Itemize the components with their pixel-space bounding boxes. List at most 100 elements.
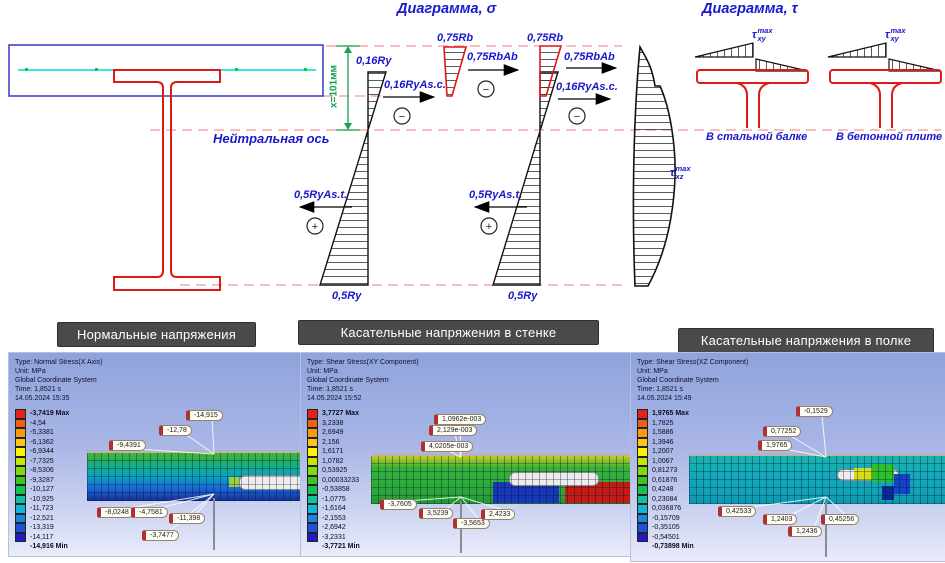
info-line: Type: Shear Stress(XY Component): [307, 359, 419, 366]
probe-annotation[interactable]: 1,2403: [763, 514, 798, 525]
legend-swatch: [637, 523, 648, 533]
probe-annotation[interactable]: 3,5239: [419, 508, 454, 519]
legend-swatch: [15, 523, 26, 533]
legend-swatch: [15, 485, 26, 495]
stress-label-05ryast: 0,5RyAs.t.: [294, 189, 348, 201]
legend-swatch: [637, 418, 648, 428]
legend-swatch: [307, 523, 318, 533]
legend-swatch: [637, 437, 648, 447]
probe-annotation[interactable]: 1,9765: [758, 440, 793, 451]
result-info: Type: Shear Stress(XZ Component) Unit: MP…: [637, 358, 748, 403]
legend-swatch: [637, 513, 648, 523]
tee-sections: [696, 69, 942, 128]
legend-value: 0,036876: [652, 505, 682, 513]
stress-label-05ry: 0,5Ry: [508, 290, 538, 302]
probe-annotation[interactable]: 1,2436: [788, 526, 823, 537]
info-line: Time: 1,8521 s: [637, 386, 684, 393]
legend-swatch: [15, 513, 26, 523]
probe-annotation[interactable]: -12,78: [159, 425, 192, 436]
mesh-band[interactable]: [371, 453, 631, 504]
tau-xz-diagram: [632, 44, 676, 287]
probe-annotation[interactable]: 2,129e-003: [429, 425, 478, 436]
legend-value: -11,723: [30, 505, 54, 513]
legend-value: 1,5886: [652, 429, 674, 437]
probe-annotation[interactable]: -11,398: [169, 513, 206, 524]
probe-annotation[interactable]: 0,42533: [718, 506, 757, 517]
mesh-band[interactable]: [689, 453, 945, 504]
legend-value: -12,521: [30, 514, 54, 522]
minus-sign: −: [483, 84, 489, 96]
legend-swatch: [307, 428, 318, 438]
legend-value: -8,5306: [30, 467, 54, 475]
stress-label-075rb: 0,75Rb: [437, 32, 474, 44]
probe-annotation[interactable]: -8,0248: [97, 507, 134, 518]
sigma-diagram-steel-1: [319, 71, 387, 286]
legend-swatch: [307, 418, 318, 428]
legend-swatch: [307, 494, 318, 504]
legend-value: 2,156: [322, 438, 340, 446]
steel-i-beam: [113, 69, 221, 291]
legend-swatch: [637, 475, 648, 485]
legend[interactable]: -3,7419 Max -4,54 -5,3381 -6,1362 -6,9344 -7,…: [15, 409, 69, 552]
legend-value: 0,00033233: [322, 476, 359, 484]
legend-value: 0,23084: [652, 495, 678, 503]
leader-lines: [743, 414, 848, 529]
legend-value: 1,2007: [652, 448, 674, 456]
dim-arrow-down: [344, 123, 352, 130]
legend-value: -3,7721 Min: [322, 543, 360, 551]
legend-value: 1,3946: [652, 438, 674, 446]
legend-swatch: [637, 409, 648, 419]
legend-swatch: [637, 494, 648, 504]
probe-annotation[interactable]: -14,915: [186, 410, 223, 421]
info-line: Unit: MPa: [637, 368, 668, 375]
info-line: Unit: MPa: [307, 368, 338, 375]
composite-beam-diagram: − − − + +: [8, 42, 942, 291]
legend[interactable]: 1,9765 Max 1,7825 1,5886 1,3946 1,2007 1,0067…: [637, 409, 694, 552]
probe-annotation[interactable]: -4,7581: [131, 507, 168, 518]
legend-value: 1,6171: [322, 448, 344, 456]
tau-xy-label: τ max xy: [885, 26, 906, 43]
sigma-diagram-concrete-2: [539, 45, 563, 97]
sigma-diagram-steel-2: [492, 71, 559, 286]
dimension-label: x=101мм: [328, 65, 340, 108]
legend-swatch: [15, 532, 26, 542]
probe-annotation[interactable]: -3,7605: [380, 499, 417, 510]
probe-annotation[interactable]: 1,0962e-003: [434, 414, 487, 425]
legend-value: -10,925: [30, 495, 54, 503]
legend-value: -3,2331: [322, 533, 346, 541]
probe-annotation[interactable]: -3,7477: [142, 530, 179, 541]
plus-sign: +: [312, 221, 318, 233]
info-line: Global Coordinate System: [637, 377, 719, 384]
probe-annotation[interactable]: 0,45256: [821, 514, 860, 525]
legend-value: 1,7825: [652, 419, 674, 427]
legend-value: -5,3381: [30, 429, 54, 437]
legend-value: -14,916 Min: [30, 543, 68, 551]
legend-swatch: [15, 456, 26, 466]
rebar-nodes: [25, 68, 307, 71]
legend-swatch: [15, 494, 26, 504]
legend-value: -3,7419 Max: [30, 410, 70, 418]
legend[interactable]: 3,7727 Max 3,2338 2,6949 2,156 1,6171 1,0782 0…: [307, 409, 360, 552]
legend-value: -2,1553: [322, 514, 346, 522]
probe-annotation[interactable]: -0,1529: [796, 406, 833, 417]
info-line: Time: 1,8521 s: [15, 386, 62, 393]
legend-swatch: [307, 504, 318, 514]
probe-annotation[interactable]: 4,0205e-003: [421, 441, 474, 452]
stress-label-016ryasc: 0,16RyAs.c.: [556, 81, 618, 93]
force-arrows: [298, 62, 618, 213]
legend-value: 0,81273: [652, 467, 678, 475]
legend-swatch: [307, 437, 318, 447]
title-shear-web: Касательные напряжения в стенке: [298, 320, 599, 345]
probe-annotation[interactable]: -9,4391: [109, 440, 146, 451]
legend-swatch: [637, 504, 648, 514]
probe-annotation[interactable]: -3,5653: [453, 518, 490, 529]
stud-line: [825, 501, 827, 557]
caption-concrete-plate: В бетонной плите: [836, 131, 943, 143]
info-line: 14.05.2024 15:49: [637, 395, 692, 402]
probe-annotation[interactable]: 0,77252: [763, 426, 802, 437]
mesh-band[interactable]: [87, 450, 321, 501]
result-info: Type: Normal Stress(X Axis) Unit: MPa Glob…: [15, 358, 103, 403]
probe-annotation[interactable]: 2,4233: [481, 509, 516, 520]
info-line: Unit: MPa: [15, 368, 46, 375]
